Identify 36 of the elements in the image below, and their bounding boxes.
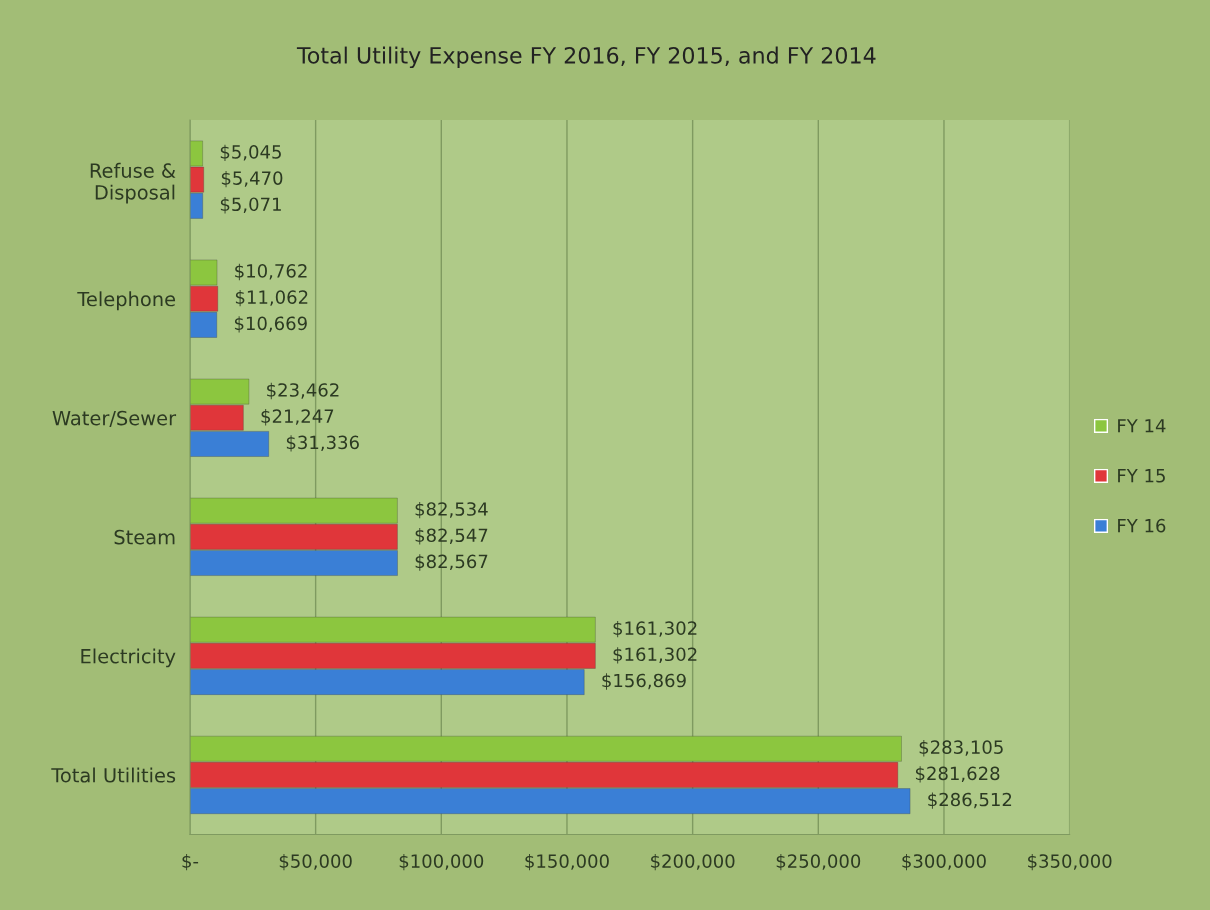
y-tick-label: Refuse & Disposal xyxy=(90,162,176,204)
x-tick-label: $300,000 xyxy=(902,853,986,871)
data-label: $10,669 xyxy=(234,316,307,333)
data-label: $5,470 xyxy=(221,170,283,188)
x-tick-label: $50,000 xyxy=(279,853,352,871)
data-label: $82,547 xyxy=(415,528,488,545)
y-tick-label: Telephone xyxy=(77,291,176,311)
legend-label: FY 16 xyxy=(1118,518,1166,533)
data-label: $281,628 xyxy=(915,766,1000,783)
data-label: $161,302 xyxy=(613,620,697,638)
data-label: $82,534 xyxy=(415,501,488,519)
legend-label: FY 14 xyxy=(1118,419,1166,433)
x-tick-label: $100,000 xyxy=(399,853,484,871)
x-tick-label: $150,000 xyxy=(525,853,609,871)
data-label: $283,105 xyxy=(919,740,1003,757)
chart-title: Total Utility Expense FY 2016, FY 2015, and FY 2014 xyxy=(296,46,876,69)
x-tick-label: $- xyxy=(182,853,199,871)
data-label: $161,302 xyxy=(613,647,697,664)
data-label: $10,762 xyxy=(235,263,307,281)
data-label: $82,567 xyxy=(415,554,488,571)
y-tick-label: Steam xyxy=(114,529,175,545)
x-tick-label: $350,000 xyxy=(1028,853,1112,871)
data-label: $5,045 xyxy=(220,144,281,162)
data-label: $11,062 xyxy=(235,289,308,307)
x-tick-label: $200,000 xyxy=(651,853,735,871)
data-label: $23,462 xyxy=(267,382,339,400)
x-tick-label: $250,000 xyxy=(776,853,861,871)
y-tick-label: Water/Sewer xyxy=(52,410,177,427)
y-tick-label: Electricity xyxy=(81,648,176,668)
data-label: $156,869 xyxy=(602,673,686,690)
data-label: $21,247 xyxy=(261,409,334,426)
data-label: $286,512 xyxy=(928,792,1012,809)
data-label: $5,071 xyxy=(220,197,281,214)
data-label: $31,336 xyxy=(286,435,359,452)
legend-label: FY 15 xyxy=(1118,469,1165,483)
y-tick-label: Total Utilities xyxy=(51,767,176,783)
